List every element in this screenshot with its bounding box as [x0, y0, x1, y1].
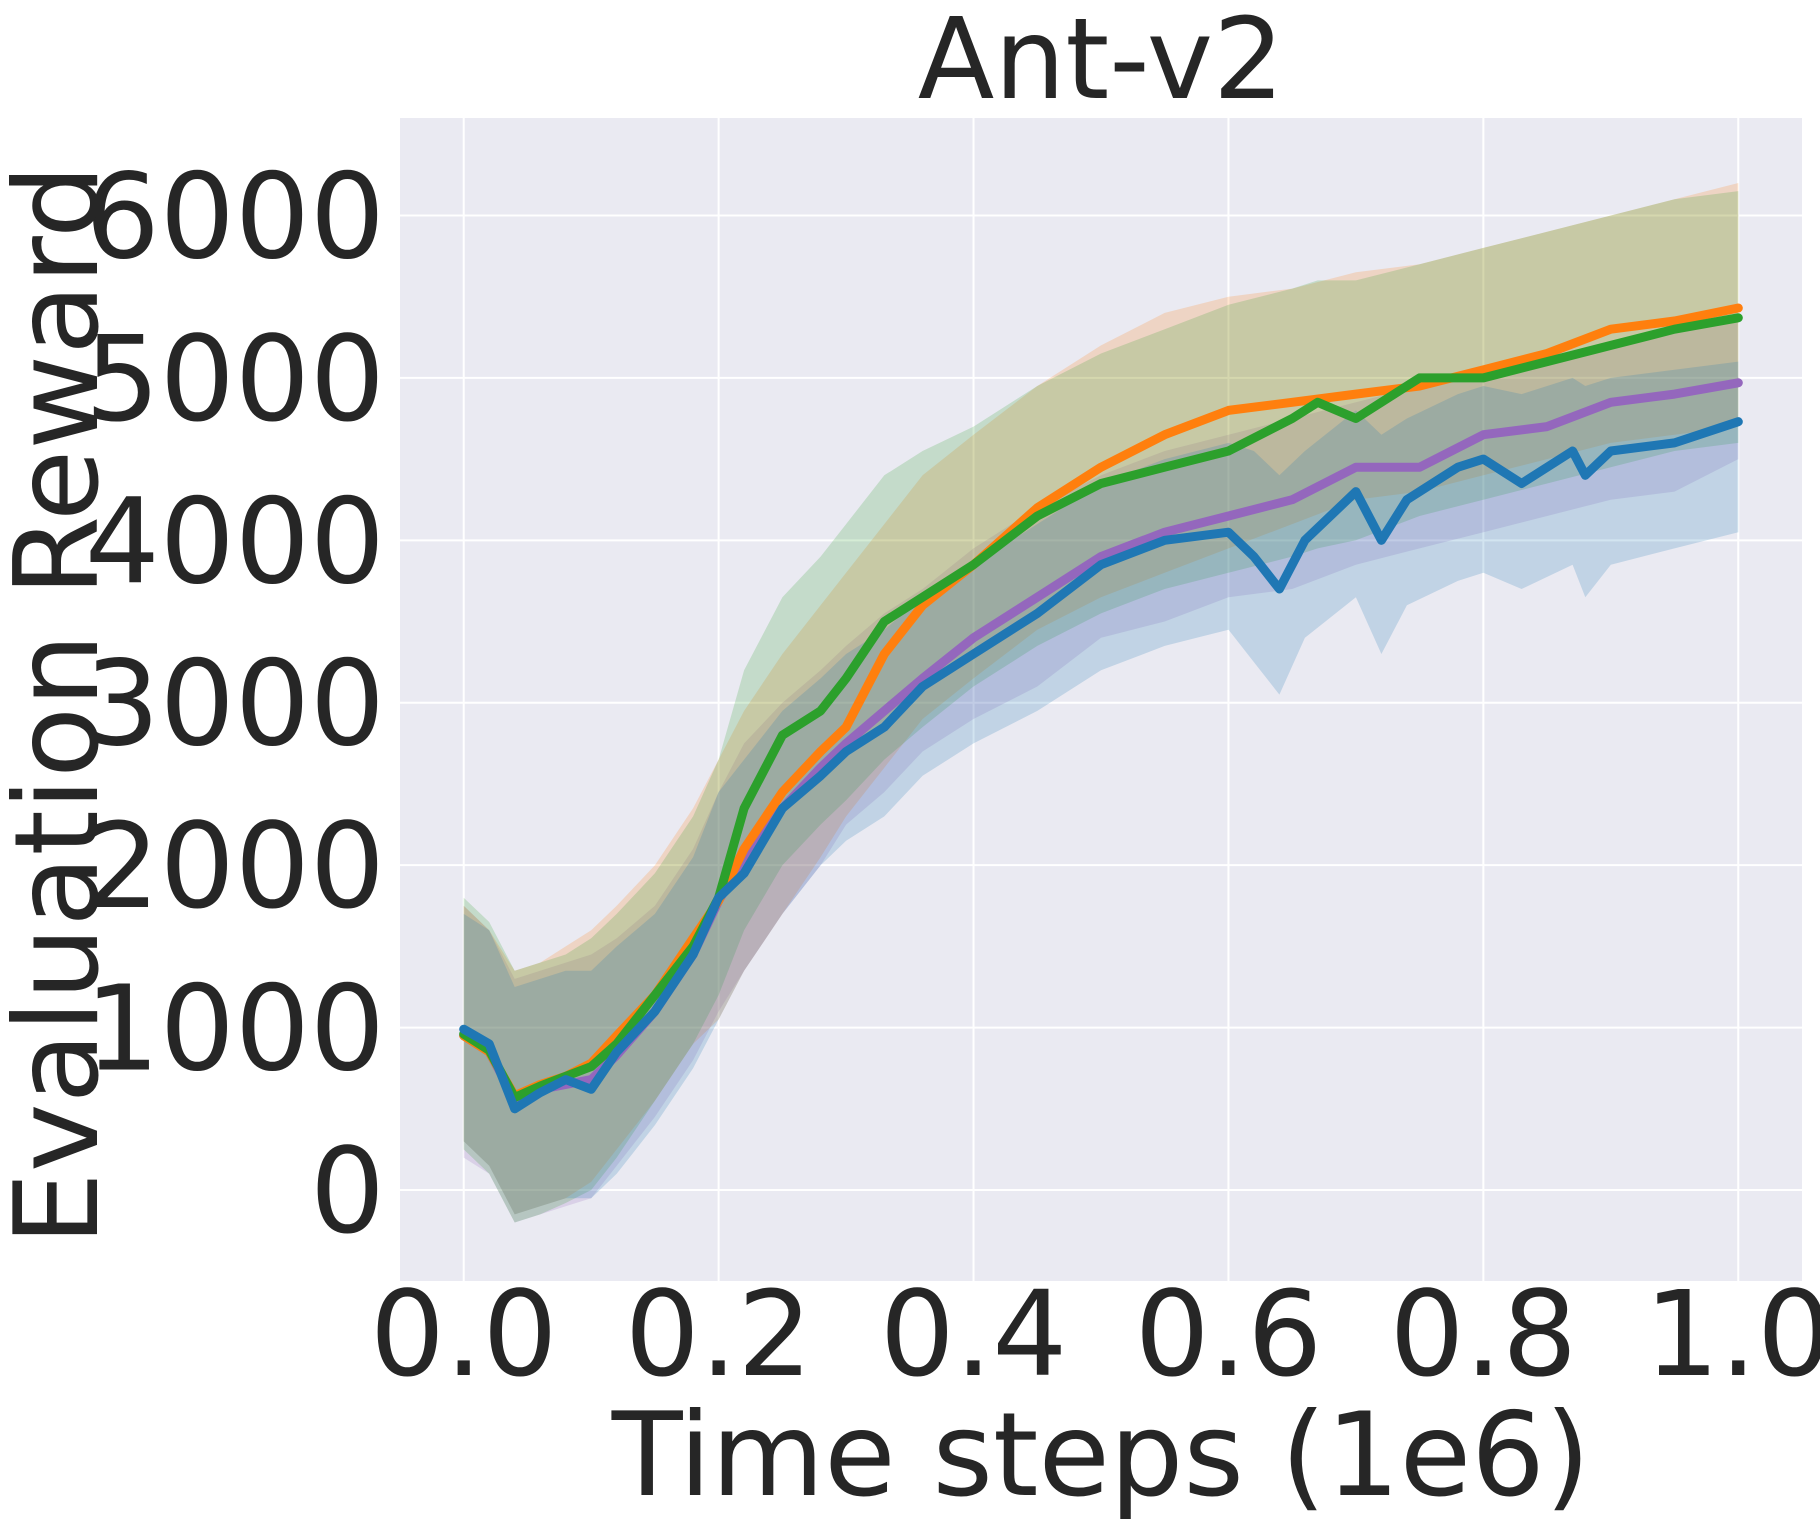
series-lines: [459, 303, 1743, 1114]
y-tick-label: 2000: [85, 797, 385, 935]
series-2-line: [459, 313, 1743, 1102]
y-tick-label: 5000: [85, 310, 385, 448]
x-axis-label: Time steps (1e6): [611, 1388, 1590, 1519]
x-tick-label: 0.6: [1135, 1265, 1323, 1403]
y-tick-labels: 0 1000 2000 3000 4000 5000 6000: [85, 147, 385, 1260]
y-tick-label: 0: [310, 1122, 385, 1260]
confidence-bands: [463, 183, 1739, 1223]
x-tick-labels: 0.0 0.2 0.4 0.6 0.8 1.0: [370, 1265, 1820, 1403]
plot-background: [400, 118, 1802, 1281]
series-2-band: [463, 191, 1739, 1223]
x-tick-label: 0.8: [1390, 1265, 1578, 1403]
y-tick-label: 3000: [85, 635, 385, 773]
series-3-line: [459, 417, 1743, 1114]
x-tick-label: 0.4: [880, 1265, 1068, 1403]
x-tick-label: 1.0: [1644, 1265, 1820, 1403]
x-tick-label: 0.0: [370, 1265, 558, 1403]
series-3-band: [463, 361, 1739, 1215]
chart-title: Ant-v2: [918, 0, 1284, 125]
series-0-band: [463, 312, 1739, 1223]
y-axis-label: Evaluation Reward: [0, 165, 125, 1246]
series-1-band: [463, 183, 1739, 1215]
y-tick-label: 4000: [85, 472, 385, 610]
x-tick-label: 0.2: [625, 1265, 813, 1403]
y-tick-label: 6000: [85, 147, 385, 285]
series-0-line: [459, 378, 1743, 1104]
y-tick-label: 1000: [85, 960, 385, 1098]
